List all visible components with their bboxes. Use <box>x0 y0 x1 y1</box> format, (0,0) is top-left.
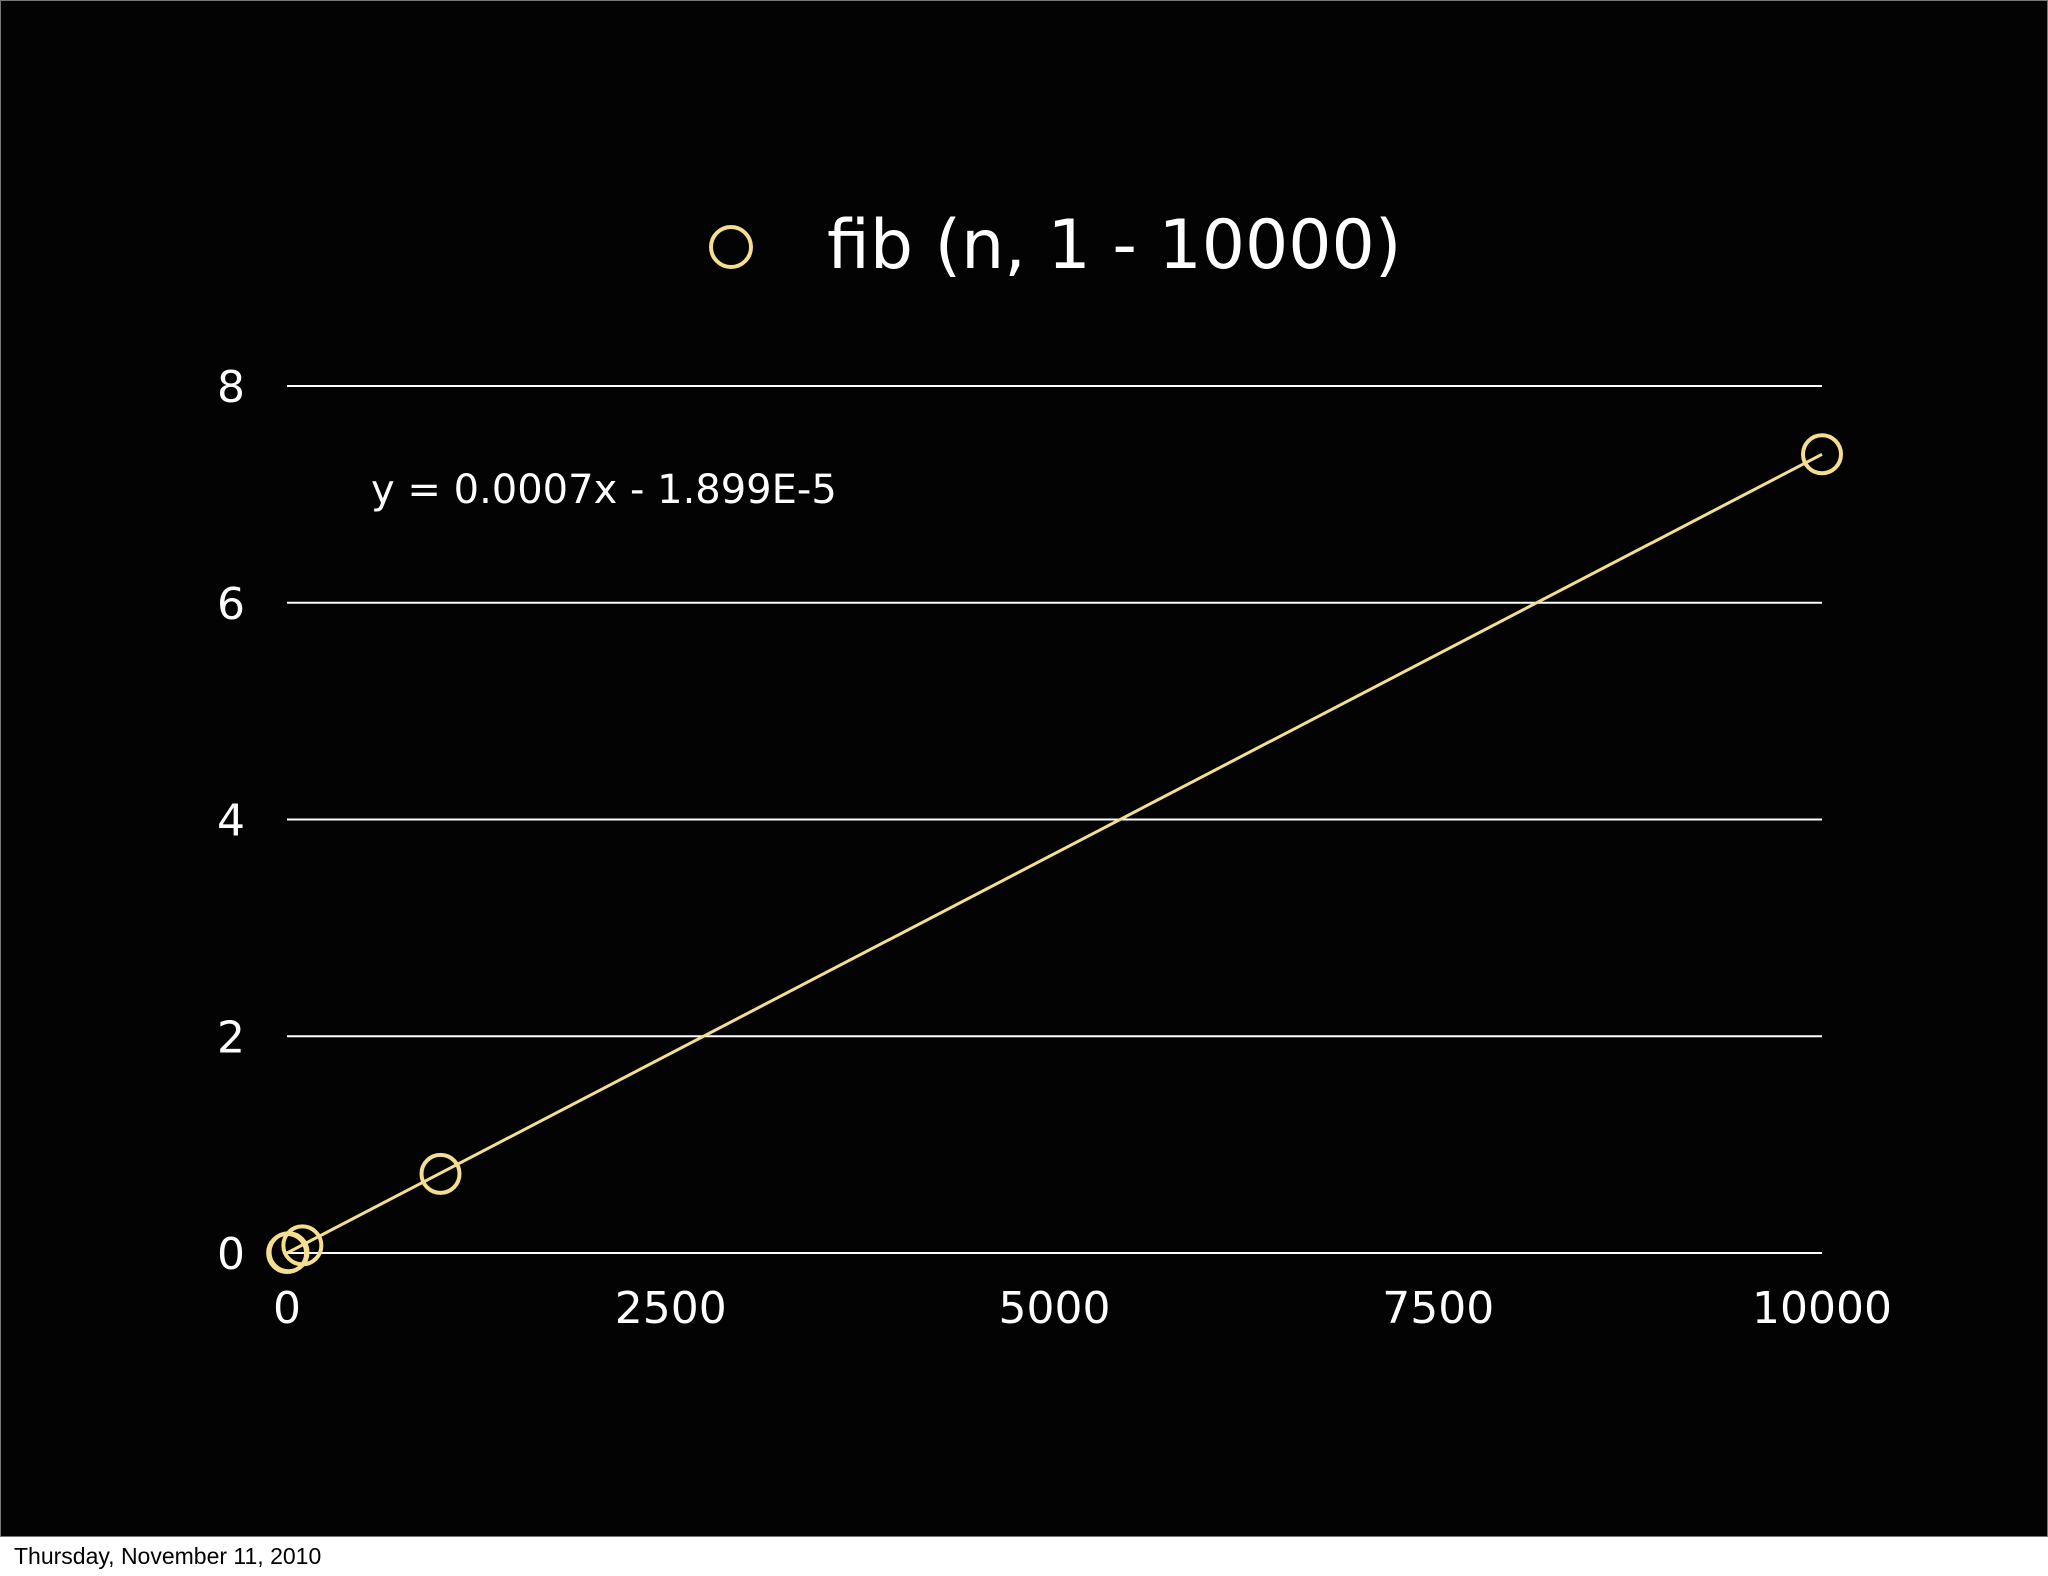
trendline <box>286 452 1823 1255</box>
x-tick-label: 2500 <box>615 1283 727 1334</box>
y-axis-ticks: 0 2 4 6 8 <box>217 362 245 1280</box>
trendline-equation: y = 0.0007x - 1.899E-5 <box>371 467 837 513</box>
x-tick-label: 7500 <box>1382 1283 1494 1334</box>
slide: fib (n, 1 - 10000) 0 2 4 6 8 0 2500 5000 7500 10… <box>0 0 2048 1537</box>
trendline-group <box>286 452 1823 1255</box>
x-tick-label: 10000 <box>1752 1283 1892 1334</box>
y-tick-label: 2 <box>217 1012 245 1063</box>
legend-label: fib (n, 1 - 10000) <box>827 206 1401 285</box>
x-tick-label: 0 <box>273 1283 301 1334</box>
y-tick-label: 8 <box>217 362 245 413</box>
chart: fib (n, 1 - 10000) 0 2 4 6 8 0 2500 5000 7500 10… <box>217 206 1892 1334</box>
y-tick-label: 0 <box>217 1229 245 1280</box>
legend: fib (n, 1 - 10000) <box>709 206 1401 285</box>
x-axis-ticks: 0 2500 5000 7500 10000 <box>273 1283 1892 1334</box>
grid <box>287 385 1822 1254</box>
legend-marker <box>709 225 753 269</box>
y-tick-label: 4 <box>217 796 245 847</box>
data-point <box>281 1224 324 1267</box>
footer-date: Thursday, November 11, 2010 <box>14 1543 322 1569</box>
data-point <box>1801 433 1843 476</box>
x-tick-label: 5000 <box>999 1283 1111 1334</box>
data-point <box>419 1152 462 1195</box>
y-tick-label: 6 <box>217 579 245 630</box>
data-points <box>266 433 1843 1274</box>
